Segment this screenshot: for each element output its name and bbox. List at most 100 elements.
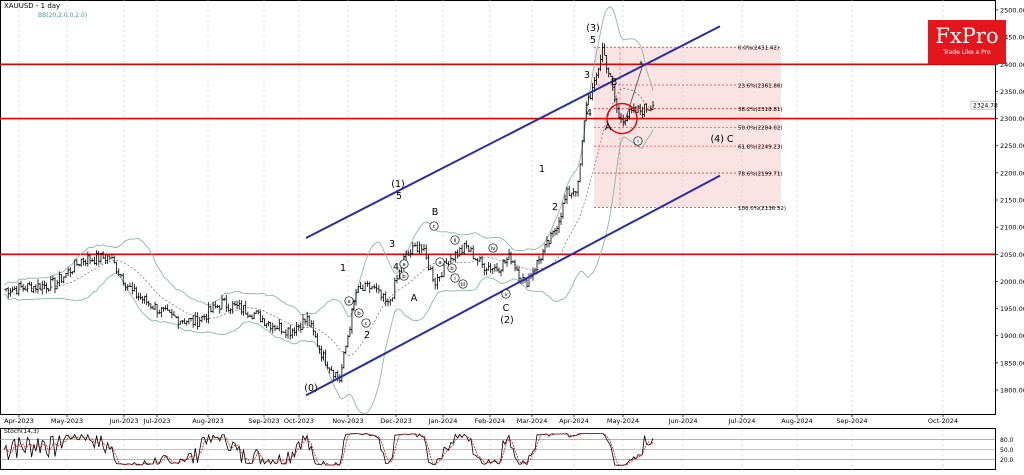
fib-level-label: 61.8%(2249.23) xyxy=(738,145,783,151)
wave-label: A xyxy=(605,122,612,133)
x-tick-label: May-2024 xyxy=(607,417,639,425)
osc-level-label: 20.0 xyxy=(1000,457,1014,464)
wave-label: 1 xyxy=(539,164,545,175)
subwave-circle xyxy=(399,271,409,281)
subwave-circle xyxy=(429,221,439,231)
wave-label: 1 xyxy=(340,263,346,274)
x-tick-label: Sep-2024 xyxy=(836,417,867,425)
fib-level-label: 50.0%(2284.02) xyxy=(738,126,783,132)
wave-label: 2 xyxy=(364,330,370,341)
subwave-circle xyxy=(354,308,364,318)
subwave-circle xyxy=(447,263,457,273)
subwave-circle xyxy=(450,273,460,283)
fib-level-label: 100.0%(2136.52) xyxy=(738,206,786,212)
subwave-label: b xyxy=(450,266,454,272)
main-panel-frame xyxy=(0,0,996,415)
x-tick-label: May-2023 xyxy=(51,417,83,425)
wave-label: 5 xyxy=(396,191,402,202)
osc-level-label: 80.0 xyxy=(1000,437,1014,444)
wave-label: (4) C xyxy=(710,134,733,145)
stoch-d-line xyxy=(3,433,654,466)
fib-level-label: 23.6%(2361.86) xyxy=(738,83,783,89)
oscillator-label: Stoch(14,3) xyxy=(4,428,39,435)
wave-label: 4 xyxy=(393,262,399,273)
subwave-label: ii xyxy=(453,238,457,244)
subwave-circle xyxy=(633,136,643,146)
subwave-label: b xyxy=(402,274,406,280)
chart-title: XAUUSD - 1 day xyxy=(4,2,61,10)
x-tick-label: Dec-2023 xyxy=(380,417,411,425)
x-tick-label: Aug-2023 xyxy=(192,417,224,425)
indicator-label: BB(20,2.0,0,2.0) xyxy=(38,12,88,19)
fxpro-logo: FxPro Trade Like a Pro xyxy=(928,20,1006,64)
x-tick-label: Jan-2024 xyxy=(428,417,458,425)
wave-label: 2 xyxy=(552,202,558,213)
y-tick-label: 2300.00 xyxy=(1000,115,1024,123)
fib-level-label: 0.0%(2431.42) xyxy=(738,46,779,52)
projection-arrow xyxy=(623,64,644,125)
wave-label: 4 xyxy=(586,108,592,119)
subwave-label: i xyxy=(637,139,639,145)
logo-brand: FxPro xyxy=(935,24,999,48)
x-tick-label: Feb-2024 xyxy=(475,417,505,425)
wave-label: B xyxy=(432,207,439,218)
subwave-label: b xyxy=(357,311,361,317)
subwave-circle xyxy=(458,279,468,289)
wave-label: 3 xyxy=(584,70,590,81)
subwave-circle xyxy=(344,296,354,306)
subwave-label: v xyxy=(504,292,508,298)
y-tick-label: 1800.00 xyxy=(1000,387,1024,395)
y-tick-label: 1900.00 xyxy=(1000,332,1024,340)
y-tick-label: 1950.00 xyxy=(1000,305,1024,313)
subwave-circle xyxy=(501,289,511,299)
wave-label: C xyxy=(503,303,510,314)
x-tick-label: Apr-2023 xyxy=(4,417,34,425)
subwave-label: iii xyxy=(461,282,466,288)
bollinger-upper xyxy=(3,6,654,318)
subwave-label: i xyxy=(454,276,456,282)
bollinger-lower xyxy=(3,129,654,415)
highlight-circle xyxy=(606,102,638,135)
y-tick-label: 2050.00 xyxy=(1000,251,1024,259)
subwave-label: c xyxy=(364,321,367,327)
bollinger-middle xyxy=(3,88,654,356)
x-tick-label: Jun-2024 xyxy=(667,417,697,425)
logo-tagline: Trade Like a Pro xyxy=(943,49,991,56)
y-tick-label: 2100.00 xyxy=(1000,224,1024,232)
x-tick-label: Aug-2024 xyxy=(781,417,813,425)
wave-label: (2) xyxy=(500,315,513,326)
subwave-circle xyxy=(361,318,371,328)
x-tick-label: Oct-2023 xyxy=(284,417,314,425)
oscillator-panel-frame xyxy=(0,428,996,470)
y-tick-label: 2500.00 xyxy=(1000,7,1024,15)
x-tick-label: Nov-2023 xyxy=(332,417,363,425)
subwave-label: iv xyxy=(491,246,497,252)
channel-lower-line xyxy=(305,174,721,397)
y-tick-label: 2150.00 xyxy=(1000,197,1024,205)
x-tick-label: Sep-2023 xyxy=(248,417,279,425)
projection-arrowhead xyxy=(639,60,643,66)
wave-label: (3) xyxy=(586,23,599,34)
y-tick-label: 2250.00 xyxy=(1000,142,1024,150)
y-tick-label: 2350.00 xyxy=(1000,88,1024,96)
wave-label: B xyxy=(611,77,618,88)
subwave-circle xyxy=(399,259,409,269)
subwave-circle xyxy=(435,257,445,267)
x-tick-label: Oct-2024 xyxy=(928,417,958,425)
subwave-label: c xyxy=(432,224,435,230)
subwave-circle xyxy=(450,235,460,245)
y-tick-label: 2000.00 xyxy=(1000,278,1024,286)
wave-label: 5 xyxy=(590,35,596,46)
subwave-label: a xyxy=(402,262,405,268)
fib-level-label: 78.6%(2199.71) xyxy=(738,172,783,178)
y-tick-label: 2400.00 xyxy=(1000,61,1024,69)
channel-upper-line xyxy=(305,25,721,239)
x-tick-label: Apr-2024 xyxy=(559,417,589,425)
wave-label: (0) xyxy=(304,383,317,394)
subwave-circle xyxy=(488,243,498,253)
y-tick-label: 2450.00 xyxy=(1000,34,1024,42)
y-tick-label: 1850.00 xyxy=(1000,359,1024,367)
x-tick-label: Jul-2023 xyxy=(143,417,171,425)
